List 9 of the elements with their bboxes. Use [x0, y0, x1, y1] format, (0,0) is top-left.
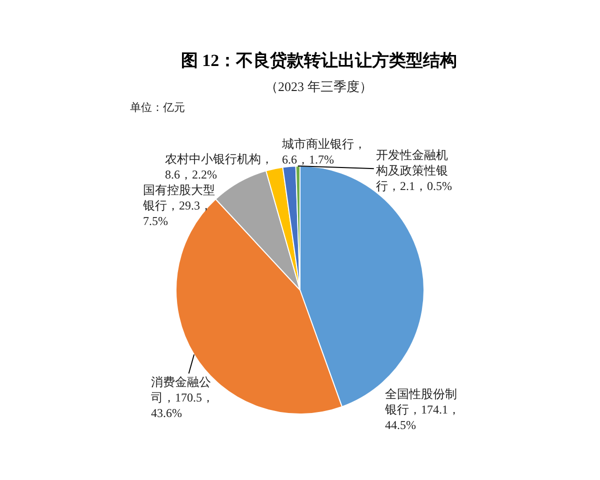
chart-title: 图 12：不良贷款转让出让方类型结构	[180, 50, 458, 70]
slice-label: 城市商业银行，6.6，1.7%	[281, 137, 366, 167]
slice-label: 农村中小银行机构，8.6，2.2%	[165, 152, 273, 182]
slice-label: 全国性股份制银行，174.1，44.5%	[384, 387, 460, 432]
slice-label: 消费金融公司，170.5，43.6%	[151, 375, 214, 420]
chart-subtitle: （2023 年三季度）	[265, 79, 372, 94]
slice-label: 国有控股大型银行，29.3，7.5%	[142, 183, 215, 228]
slice-label: 开发性金融机构及政策性银行，2.1，0.5%	[375, 148, 452, 194]
text: 单位：亿元	[130, 101, 185, 114]
